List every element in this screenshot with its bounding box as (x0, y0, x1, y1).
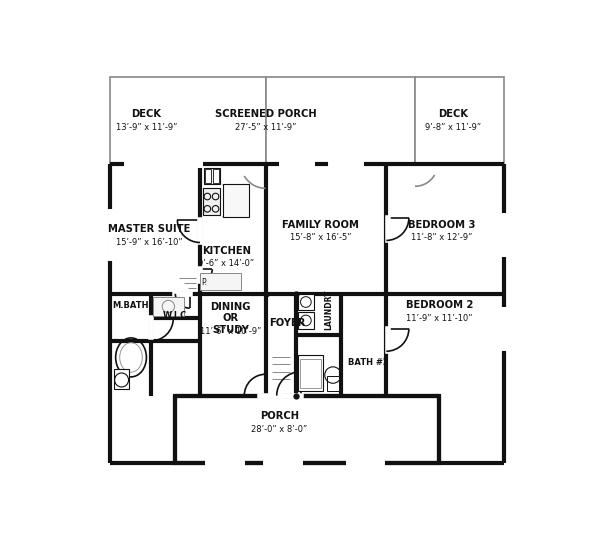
Text: 11’-9” x 11’-10”: 11’-9” x 11’-10” (406, 313, 473, 322)
Text: 11’-6” x 10’-9”: 11’-6” x 10’-9” (200, 327, 261, 336)
Text: BATH #2: BATH #2 (348, 358, 389, 367)
Bar (200, 273, 241, 290)
Text: SCREENED PORCH: SCREENED PORCH (215, 109, 316, 119)
Text: MASTER SUITE: MASTER SUITE (109, 224, 191, 235)
Text: FAMILY ROOM: FAMILY ROOM (282, 220, 359, 230)
Bar (114, 369, 130, 390)
Text: 15’-9” x 16’-10”: 15’-9” x 16’-10” (116, 238, 183, 247)
Text: 28’-0” x 8’-0”: 28’-0” x 8’-0” (251, 425, 308, 434)
Text: DECK: DECK (131, 109, 161, 119)
Text: BEDROOM 2: BEDROOM 2 (406, 300, 473, 310)
Text: DECK: DECK (438, 109, 468, 119)
Bar (203, 188, 220, 215)
Bar (298, 294, 314, 310)
Text: M.BATH: M.BATH (112, 301, 148, 310)
Text: BEDROOM 3: BEDROOM 3 (409, 220, 476, 230)
Bar (175, 395, 439, 463)
Text: FOYER: FOYER (269, 318, 306, 327)
Text: DINING
OR
STUDY: DINING OR STUDY (210, 302, 251, 335)
Bar (298, 312, 314, 329)
Text: P.: P. (201, 278, 207, 287)
Text: PORCH: PORCH (260, 411, 299, 421)
Bar (327, 376, 339, 391)
Bar (205, 169, 211, 183)
Bar (300, 359, 320, 388)
Text: 9’-6” x 14’-0”: 9’-6” x 14’-0” (198, 260, 254, 268)
Bar (415, 77, 503, 164)
Bar (266, 77, 415, 164)
Bar (153, 297, 184, 317)
Text: 15’-8” x 16’-5”: 15’-8” x 16’-5” (290, 233, 352, 243)
Text: KITCHEN: KITCHEN (202, 246, 251, 256)
Bar (204, 168, 220, 184)
Text: LAUNDRY: LAUNDRY (325, 290, 334, 330)
Bar (110, 77, 266, 164)
Text: W.I.C.: W.I.C. (163, 311, 191, 320)
Bar (213, 169, 219, 183)
Text: 9’-8” x 11’-9”: 9’-8” x 11’-9” (425, 123, 481, 132)
Text: 27’-5” x 11’-9”: 27’-5” x 11’-9” (235, 123, 296, 132)
Bar (223, 184, 249, 217)
Text: 11’-8” x 12’-9”: 11’-8” x 12’-9” (412, 233, 473, 243)
Bar (298, 354, 323, 391)
Text: 13’-9” x 11’-9”: 13’-9” x 11’-9” (116, 123, 178, 132)
